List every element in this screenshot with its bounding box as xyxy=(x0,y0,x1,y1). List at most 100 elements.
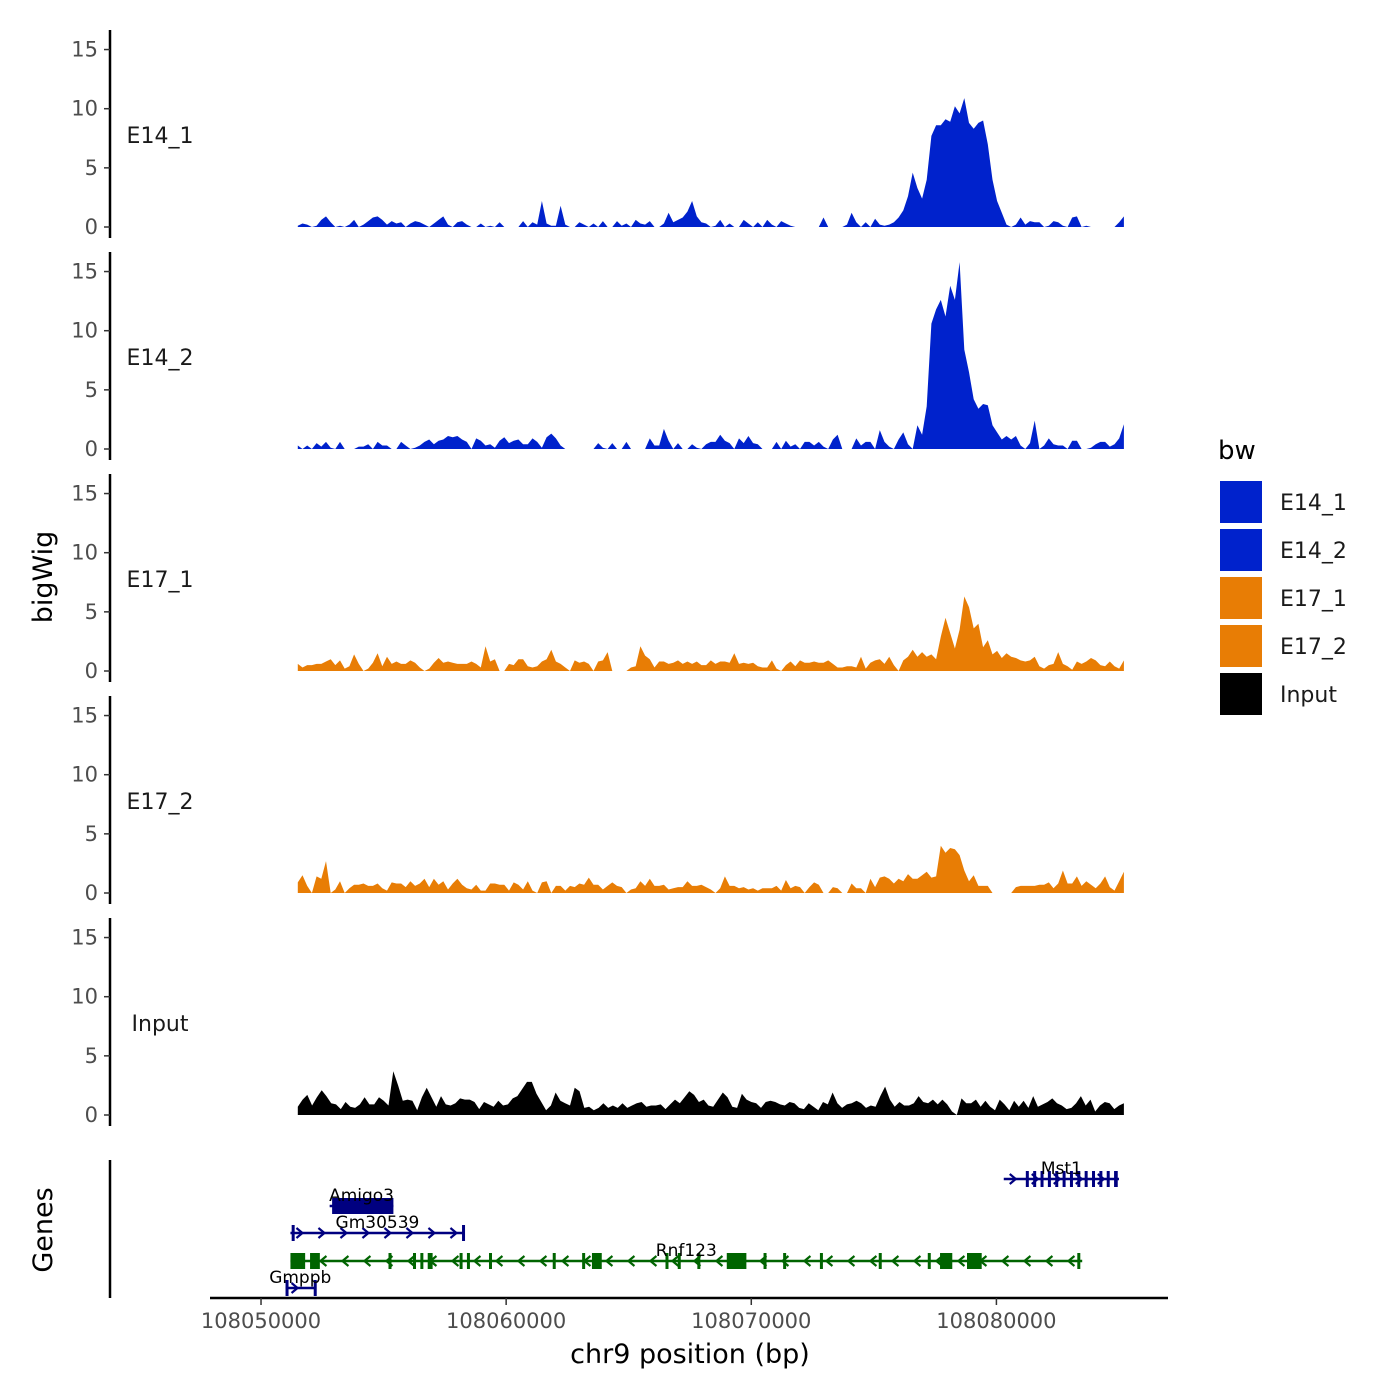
exon xyxy=(552,1253,556,1269)
exon xyxy=(285,1280,289,1296)
strand-chevron xyxy=(890,1255,900,1267)
strand-chevron xyxy=(406,1255,416,1267)
y-tick-label: 10 xyxy=(71,319,98,343)
strand-chevron xyxy=(405,1227,415,1239)
gene-mst1: Mst1 xyxy=(1003,1159,1119,1187)
track-label: E17_1 xyxy=(127,568,194,593)
legend-swatch xyxy=(1218,671,1264,717)
exon xyxy=(591,1253,602,1269)
x-tick-label: 108060000 xyxy=(446,1309,566,1333)
y-tick-label: 0 xyxy=(85,215,98,239)
track-label: E17_2 xyxy=(127,790,194,815)
gene-label: Gm30539 xyxy=(336,1213,420,1233)
gene-label: Mst1 xyxy=(1041,1159,1082,1179)
legend-label: Input xyxy=(1280,683,1337,708)
strand-chevron xyxy=(340,1255,350,1267)
exon xyxy=(1092,1171,1096,1187)
gene-label: Gmppb xyxy=(269,1268,331,1288)
exon xyxy=(488,1253,492,1269)
exon xyxy=(940,1253,953,1269)
y-tick-label: 15 xyxy=(71,704,98,728)
exon xyxy=(1084,1171,1088,1187)
track-input: 0 5 10 15 Input xyxy=(71,918,1124,1127)
strand-chevron xyxy=(714,1255,724,1267)
legend-swatch xyxy=(1218,527,1264,573)
strand-chevron xyxy=(1000,1255,1010,1267)
exon xyxy=(310,1253,320,1269)
x-tick-label: 108070000 xyxy=(691,1309,811,1333)
signal-area-e14-2 xyxy=(297,262,1124,449)
exon xyxy=(1099,1171,1103,1187)
exon xyxy=(1033,1171,1037,1187)
y-tick-label: 0 xyxy=(85,659,98,683)
strand-chevron xyxy=(472,1255,482,1267)
signal-area-e14-1 xyxy=(297,98,1124,227)
strand-chevron xyxy=(317,1227,327,1239)
track-e14-2: 0 5 10 15 E14_2 xyxy=(71,252,1124,461)
exon xyxy=(1077,1171,1081,1187)
exon xyxy=(413,1253,417,1269)
gene-track: Mst1 Amigo3 Gm30539 Rnf123 Gmppb xyxy=(108,1159,1119,1298)
y-tick-label: 5 xyxy=(85,156,98,180)
strand-chevron xyxy=(361,1227,371,1239)
y-tick-label: 10 xyxy=(71,763,98,787)
strand-chevron xyxy=(956,1255,966,1267)
gene-gm30539: Gm30539 xyxy=(290,1213,466,1241)
exon xyxy=(427,1253,433,1269)
legend-label: E14_2 xyxy=(1280,539,1347,564)
legend-item-input: Input xyxy=(1218,671,1337,717)
legend-swatch xyxy=(1218,479,1264,525)
exon xyxy=(388,1253,392,1269)
exon xyxy=(332,1198,394,1214)
strand-chevron xyxy=(1044,1255,1054,1267)
y-tick-label: 10 xyxy=(71,985,98,1009)
track-label: E14_2 xyxy=(127,346,194,371)
track-e17-1: 0 5 10 15 E17_1 xyxy=(71,474,1124,683)
y-tick-label: 5 xyxy=(85,822,98,846)
strand-chevron xyxy=(383,1227,393,1239)
exon xyxy=(459,1253,463,1269)
strand-chevron xyxy=(450,1255,460,1267)
strand-chevron xyxy=(1009,1173,1018,1185)
signal-area-e17-2 xyxy=(297,845,1124,893)
track-e14-1: 0 5 10 15 E14_1 xyxy=(71,30,1124,239)
genes-axis-title: Genes xyxy=(28,1187,59,1272)
strand-chevron xyxy=(362,1255,372,1267)
exon xyxy=(1114,1171,1118,1187)
strand-chevron xyxy=(626,1255,636,1267)
exon xyxy=(1062,1171,1066,1187)
exon xyxy=(1069,1171,1073,1187)
strand-chevron xyxy=(560,1255,570,1267)
strand-chevron xyxy=(1066,1255,1076,1267)
strand-chevron xyxy=(516,1255,526,1267)
gene-label: Rnf123 xyxy=(656,1241,717,1261)
legend-item-e17-1: E17_1 xyxy=(1218,575,1347,621)
exon xyxy=(966,1253,982,1269)
x-tick-label: 108080000 xyxy=(936,1309,1056,1333)
exon xyxy=(677,1253,681,1269)
y-tick-label: 0 xyxy=(85,1103,98,1127)
legend: bw E14_1 E14_2 E17_1 E17_2 Input xyxy=(1218,436,1347,717)
exon xyxy=(726,1253,747,1269)
y-tick-label: 0 xyxy=(85,881,98,905)
gene-label: Amigo3 xyxy=(329,1186,394,1206)
strand-chevron xyxy=(846,1255,856,1267)
exon xyxy=(420,1253,424,1269)
strand-chevron xyxy=(494,1255,504,1267)
legend-swatch xyxy=(1218,575,1264,621)
strand-chevron xyxy=(802,1255,812,1267)
exon xyxy=(1055,1171,1059,1187)
exon xyxy=(819,1253,823,1269)
legend-label: E17_1 xyxy=(1280,587,1347,612)
strand-chevron xyxy=(318,1255,328,1267)
y-tick-label: 10 xyxy=(71,541,98,565)
exon xyxy=(313,1280,317,1296)
track-label: Input xyxy=(132,1012,189,1037)
exon xyxy=(291,1225,295,1241)
y-tick-label: 10 xyxy=(71,97,98,121)
strand-chevron xyxy=(912,1255,922,1267)
y-axis-title: bigWig xyxy=(28,531,59,624)
exon xyxy=(1077,1253,1081,1269)
strand-chevron xyxy=(449,1227,459,1239)
